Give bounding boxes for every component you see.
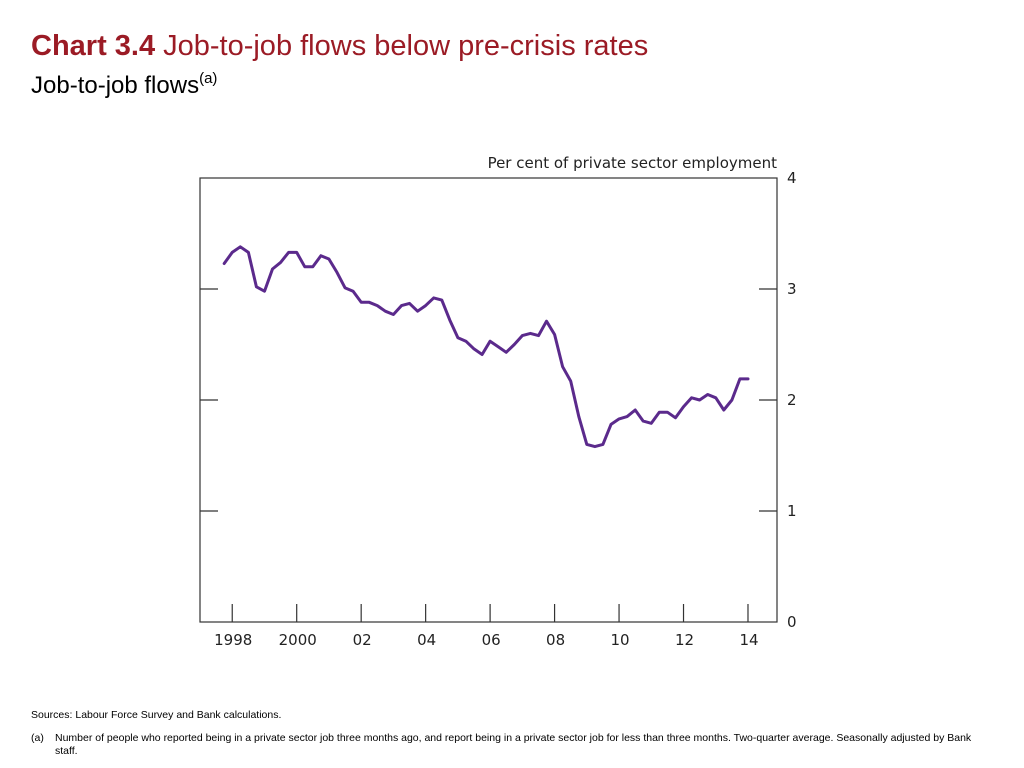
data-point <box>529 332 532 335</box>
data-point <box>738 377 741 380</box>
data-point <box>561 365 564 368</box>
data-point <box>344 286 347 289</box>
data-point <box>384 310 387 313</box>
data-point <box>223 262 226 265</box>
title-line: Chart 3.4 Job-to-job flows below pre-cris… <box>31 28 648 64</box>
data-point <box>714 396 717 399</box>
data-point <box>287 251 290 254</box>
x-tick-label: 10 <box>611 631 630 649</box>
data-point <box>746 377 749 380</box>
data-point <box>432 296 435 299</box>
x-tick-label: 04 <box>417 631 436 649</box>
data-point <box>658 411 661 414</box>
data-point <box>569 380 572 383</box>
x-tick-label: 06 <box>482 631 501 649</box>
data-point <box>368 301 371 304</box>
data-point <box>545 320 548 323</box>
x-axis: 1998 2000 02 04 06 08 10 12 14 <box>214 604 759 649</box>
y-tick-label: 3 <box>787 280 797 298</box>
data-point <box>448 319 451 322</box>
y-axis: 0 1 2 3 4 <box>200 169 797 631</box>
data-point <box>303 265 306 268</box>
y-tick-label: 2 <box>787 391 797 409</box>
data-point <box>553 333 556 336</box>
data-point <box>327 258 330 261</box>
data-point <box>674 416 677 419</box>
data-point <box>279 261 282 264</box>
data-point <box>577 415 580 418</box>
data-point <box>456 336 459 339</box>
footnote-marker: (a) <box>31 732 44 744</box>
data-point <box>497 345 500 348</box>
subtitle-text: Job-to-job flows <box>31 72 200 99</box>
data-point <box>618 417 621 420</box>
chart-header: Chart 3.4 Job-to-job flows below pre-cris… <box>31 28 648 101</box>
data-point <box>311 265 314 268</box>
data-point <box>690 396 693 399</box>
data-point <box>408 302 411 305</box>
data-point <box>722 408 725 411</box>
data-point <box>521 334 524 337</box>
data-point <box>642 420 645 423</box>
data-point <box>730 399 733 402</box>
data-point <box>698 399 701 402</box>
data-point <box>263 290 266 293</box>
chart-subtitle: Job-to-job flows(a) <box>31 64 648 101</box>
data-point <box>271 268 274 271</box>
data-point <box>472 347 475 350</box>
data-point <box>416 310 419 313</box>
data-point <box>489 340 492 343</box>
data-point <box>376 304 379 307</box>
x-tick-label: 2000 <box>279 631 317 649</box>
data-point <box>464 340 467 343</box>
line-chart: Per cent of private sector employment 0 1… <box>199 154 797 649</box>
data-point <box>440 299 443 302</box>
data-point <box>255 285 258 288</box>
data-point <box>650 422 653 425</box>
footnote: (a) Number of people who reported being … <box>31 732 981 758</box>
data-point <box>682 405 685 408</box>
data-point <box>295 251 298 254</box>
data-point <box>335 271 338 274</box>
data-point <box>481 353 484 356</box>
series-line <box>222 245 750 449</box>
data-point <box>601 443 604 446</box>
chart-footer: Sources: Labour Force Survey and Bank ca… <box>31 709 981 758</box>
data-point <box>400 304 403 307</box>
footnote-reference: (a) <box>199 70 218 87</box>
x-tick-label: 1998 <box>214 631 252 649</box>
x-tick-label: 12 <box>675 631 694 649</box>
y-tick-label: 4 <box>787 169 797 187</box>
data-point <box>666 411 669 414</box>
data-point <box>593 445 596 448</box>
y-axis-label: Per cent of private sector employment <box>488 154 778 172</box>
x-tick-label: 08 <box>546 631 565 649</box>
data-point <box>231 251 234 254</box>
data-point <box>319 254 322 257</box>
data-point <box>392 313 395 316</box>
chart-number: Chart 3.4 <box>31 30 156 62</box>
footnote-text: Number of people who reported being in a… <box>55 732 972 757</box>
data-point <box>537 334 540 337</box>
sources-note: Sources: Labour Force Survey and Bank ca… <box>31 709 282 721</box>
data-point <box>352 290 355 293</box>
data-point <box>609 423 612 426</box>
data-point <box>585 443 588 446</box>
data-point <box>706 393 709 396</box>
data-point <box>424 304 427 307</box>
chart-title: Job-to-job flows below pre-crisis rates <box>163 30 649 62</box>
data-point <box>505 351 508 354</box>
x-tick-label: 14 <box>739 631 758 649</box>
data-point <box>239 245 242 248</box>
y-tick-label: 1 <box>787 502 797 520</box>
data-point <box>360 301 363 304</box>
x-tick-label: 02 <box>353 631 372 649</box>
data-point <box>247 251 250 254</box>
data-point <box>626 415 629 418</box>
data-point <box>634 408 637 411</box>
data-point <box>513 343 516 346</box>
y-tick-label: 0 <box>787 613 797 631</box>
